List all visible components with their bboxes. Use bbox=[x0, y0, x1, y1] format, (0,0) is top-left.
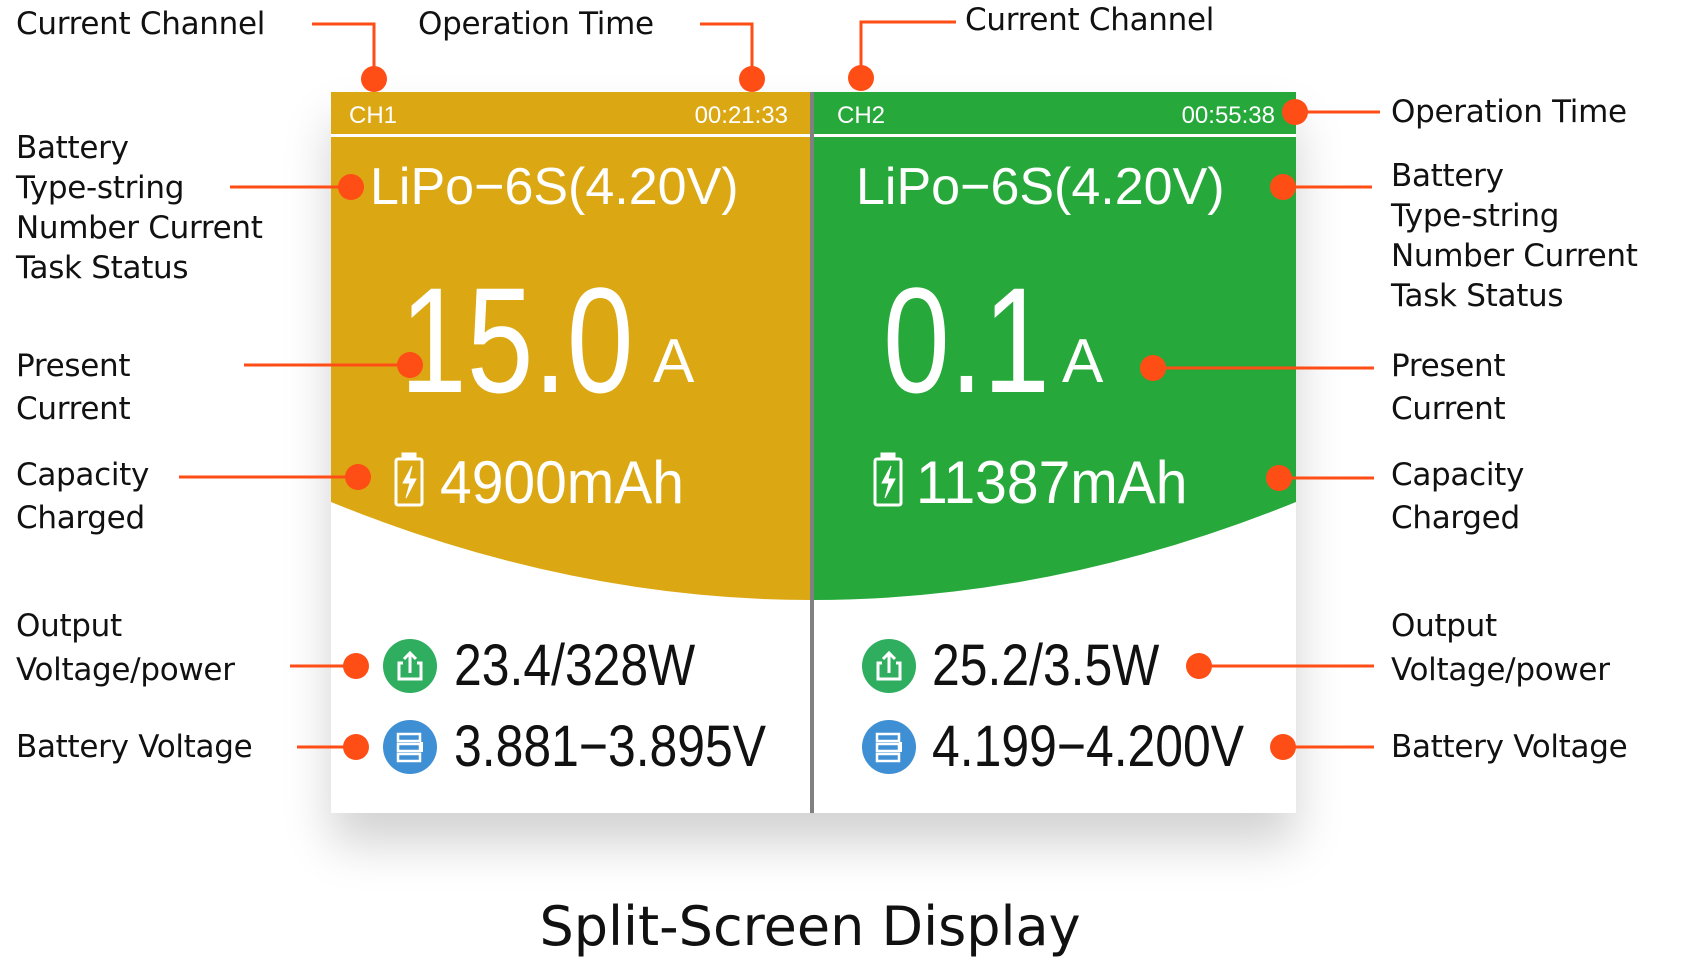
label-line: Type-string bbox=[16, 170, 185, 206]
label-line: Battery bbox=[1391, 158, 1504, 194]
battery-cells-icon bbox=[862, 720, 916, 774]
label-operation-time-left: Operation Time bbox=[418, 6, 654, 42]
ch2-colored-area bbox=[812, 92, 1296, 600]
label-line: Battery bbox=[16, 130, 129, 166]
label-present-current-right: Present Current bbox=[1391, 345, 1506, 431]
ch1-present-current: 15.0 bbox=[400, 256, 634, 424]
output-export-icon bbox=[862, 639, 916, 693]
label-line: Current bbox=[1391, 391, 1506, 427]
battery-charging-icon bbox=[394, 452, 424, 507]
ch2-output-voltage-power: 25.2/3.5W bbox=[932, 633, 1160, 698]
ch2-current-unit: A bbox=[1062, 327, 1104, 396]
label-current-channel-left: Current Channel bbox=[16, 6, 266, 42]
label-battery-voltage-right: Battery Voltage bbox=[1391, 729, 1628, 765]
ch2-capacity: 11387mAh bbox=[916, 449, 1188, 516]
battery-cells-icon bbox=[383, 720, 437, 774]
label-present-current-left: Present Current bbox=[16, 345, 131, 431]
label-current-channel-right: Current Channel bbox=[965, 2, 1215, 38]
ch1-output-voltage-power: 23.4/328W bbox=[454, 633, 696, 698]
label-output-right: Output Voltage/power bbox=[1391, 604, 1610, 692]
ch2-channel-label: CH2 bbox=[837, 102, 886, 129]
ch2-operation-time: 00:55:38 bbox=[1181, 102, 1275, 129]
label-line: Capacity bbox=[16, 457, 150, 493]
label-line: Charged bbox=[1391, 500, 1520, 536]
label-line: Output bbox=[16, 608, 122, 644]
label-line: Number Current bbox=[16, 210, 263, 246]
figure-caption: Split-Screen Display bbox=[539, 895, 1081, 958]
label-line: Present bbox=[1391, 348, 1506, 384]
ch2-battery-type: LiPo−6S(4.20V) bbox=[856, 158, 1225, 216]
ch2-present-current: 0.1 bbox=[883, 256, 1050, 424]
label-line: Number Current bbox=[1391, 238, 1638, 274]
ch1-battery-type: LiPo−6S(4.20V) bbox=[370, 158, 739, 216]
callout-lines bbox=[179, 20, 1380, 749]
label-line: Task Status bbox=[16, 250, 189, 286]
ch2-cell-voltage-range: 4.199−4.200V bbox=[932, 714, 1245, 779]
label-line: Charged bbox=[16, 500, 145, 536]
label-capacity-left: Capacity Charged bbox=[16, 454, 149, 540]
label-battery-info-left: Battery Type-string Number Current Task … bbox=[16, 128, 263, 288]
label-line: Output bbox=[1391, 608, 1497, 644]
ch1-cell-voltage-range: 3.881−3.895V bbox=[454, 714, 767, 779]
ch1-current-unit: A bbox=[653, 327, 695, 396]
label-line: Capacity bbox=[1391, 457, 1525, 493]
label-battery-voltage-left: Battery Voltage bbox=[16, 729, 253, 765]
label-operation-time-right: Operation Time bbox=[1391, 94, 1627, 130]
label-output-left: Output Voltage/power bbox=[16, 604, 235, 692]
ch1-channel-label: CH1 bbox=[349, 102, 398, 129]
label-line: Voltage/power bbox=[16, 652, 235, 688]
split-divider bbox=[810, 92, 814, 813]
label-line: Current bbox=[16, 391, 131, 427]
label-line: Present bbox=[16, 348, 131, 384]
ch1-capacity: 4900mAh bbox=[440, 449, 685, 516]
ch1-colored-area bbox=[331, 92, 812, 600]
label-line: Type-string bbox=[1391, 198, 1560, 234]
battery-charging-icon bbox=[873, 452, 903, 507]
callout-dots bbox=[338, 65, 1308, 760]
ch1-operation-time: 00:21:33 bbox=[694, 102, 788, 129]
label-battery-info-right: Battery Type-string Number Current Task … bbox=[1391, 156, 1638, 316]
output-export-icon bbox=[383, 639, 437, 693]
label-capacity-right: Capacity Charged bbox=[1391, 454, 1524, 540]
label-line: Voltage/power bbox=[1391, 652, 1610, 688]
label-line: Task Status bbox=[1391, 278, 1564, 314]
